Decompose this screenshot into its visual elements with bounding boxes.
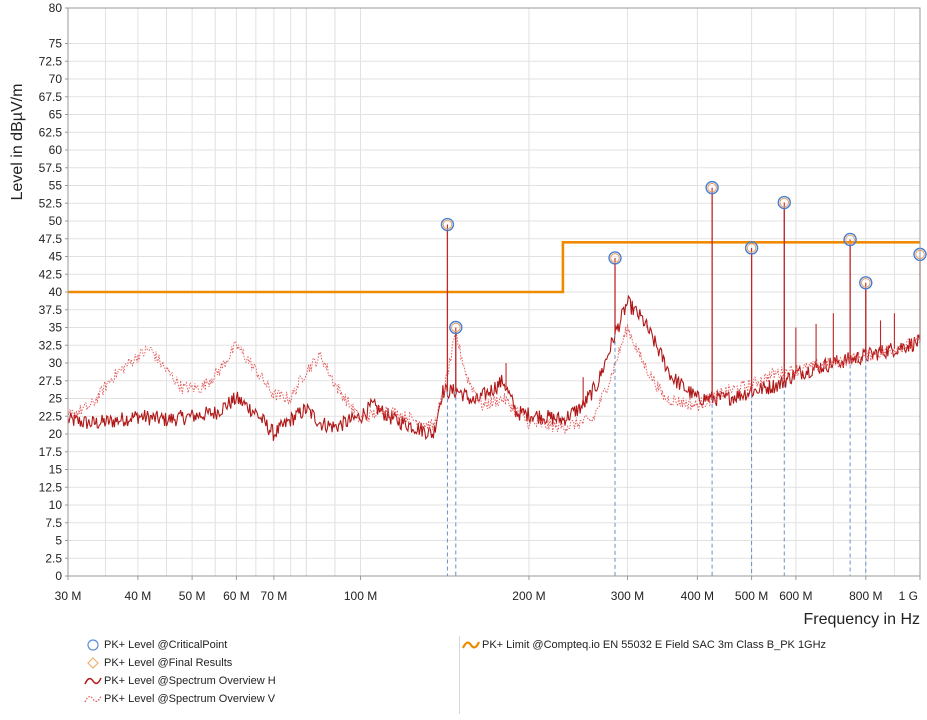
y-tick-label: 55 bbox=[49, 179, 63, 193]
y-tick-label: 12.5 bbox=[39, 480, 63, 494]
legend-item-final-results[interactable]: PK+ Level @Final Results bbox=[84, 654, 232, 672]
critical-point-inner-ring bbox=[610, 253, 620, 263]
y-tick-label: 2.5 bbox=[45, 551, 62, 565]
critical-point-marker[interactable] bbox=[449, 320, 463, 335]
y-tick-label: 32.5 bbox=[39, 338, 63, 352]
circle-marker-icon bbox=[87, 639, 99, 651]
y-tick-label: 75 bbox=[49, 37, 63, 51]
dotted-wave-icon bbox=[84, 695, 102, 703]
critical-point-marker[interactable] bbox=[777, 195, 791, 210]
diamond-marker-icon bbox=[87, 657, 99, 669]
series-spectrum-h bbox=[67, 294, 921, 441]
critical-point-inner-ring bbox=[845, 234, 855, 245]
y-tick-label: 20 bbox=[49, 427, 63, 441]
y-tick-label: 0 bbox=[55, 569, 62, 583]
y-tick-label: 5 bbox=[55, 534, 62, 548]
y-tick-label: 27.5 bbox=[39, 374, 63, 388]
x-tick-label: 600 M bbox=[779, 589, 812, 603]
y-tick-label: 60 bbox=[49, 143, 63, 157]
x-tick-label: 100 M bbox=[344, 589, 377, 603]
x-tick-label: 200 M bbox=[512, 589, 545, 603]
critical-point-marker[interactable] bbox=[843, 232, 857, 247]
y-tick-label: 70 bbox=[49, 72, 63, 86]
y-tick-label: 80 bbox=[49, 1, 63, 15]
y-tick-label: 67.5 bbox=[39, 90, 63, 104]
y-axis-label: Level in dBµV/m bbox=[9, 84, 26, 201]
x-tick-label: 40 M bbox=[125, 589, 152, 603]
y-tick-label: 37.5 bbox=[39, 303, 63, 317]
legend: PK+ Level @CriticalPoint PK+ Level @Fina… bbox=[0, 628, 927, 720]
y-tick-label: 40 bbox=[49, 285, 63, 299]
legend-item-spectrum-v[interactable]: PK+ Level @Spectrum Overview V bbox=[84, 690, 275, 708]
legend-label-limit: PK+ Limit @Compteq.io EN 55032 E Field S… bbox=[482, 639, 827, 651]
x-tick-label: 50 M bbox=[179, 589, 206, 603]
critical-point-marker[interactable] bbox=[744, 241, 759, 255]
orange-wave-icon bbox=[462, 641, 480, 649]
x-tick-label: 300 M bbox=[611, 589, 644, 603]
x-tick-label: 1 G bbox=[899, 589, 918, 603]
critical-point-inner-ring bbox=[860, 277, 871, 288]
x-axis-label: Frequency in Hz bbox=[804, 611, 921, 628]
limit-line bbox=[68, 241, 920, 294]
y-tick-label: 35 bbox=[49, 321, 63, 335]
critical-point-inner-ring bbox=[450, 322, 461, 333]
legend-label-spectrum-v: PK+ Level @Spectrum Overview V bbox=[104, 693, 276, 705]
legend-label-spectrum-h: PK+ Level @Spectrum Overview H bbox=[104, 675, 276, 687]
critical-point-inner-ring bbox=[442, 219, 453, 230]
y-tick-label: 52.5 bbox=[39, 196, 63, 210]
y-tick-label: 65 bbox=[49, 108, 63, 122]
y-tick-label: 17.5 bbox=[39, 445, 63, 459]
series-layer bbox=[67, 187, 921, 441]
x-tick-labels: 30 M 40 M 50 M 60 M 70 M 100 M 200 M 300 M 400 M… bbox=[55, 576, 921, 603]
x-tick-label: 30 M bbox=[55, 589, 82, 603]
legend-item-limit[interactable]: PK+ Limit @Compteq.io EN 55032 E Field S… bbox=[462, 636, 826, 654]
y-tick-label: 50 bbox=[49, 214, 63, 228]
limit-layer bbox=[68, 241, 920, 294]
y-tick-label: 7.5 bbox=[45, 516, 62, 530]
critical-point-inner-ring bbox=[707, 182, 717, 193]
y-tick-label: 47.5 bbox=[39, 232, 63, 246]
y-tick-label: 57.5 bbox=[39, 161, 63, 175]
x-tick-label: 70 M bbox=[261, 589, 288, 603]
y-tick-label: 15 bbox=[49, 463, 63, 477]
y-tick-label: 42.5 bbox=[39, 267, 63, 281]
critical-point-marker[interactable] bbox=[705, 180, 719, 195]
legend-item-spectrum-h[interactable]: PK+ Level @Spectrum Overview H bbox=[84, 672, 276, 690]
solid-wave-icon bbox=[84, 677, 102, 685]
y-tick-label: 22.5 bbox=[39, 409, 63, 423]
legend-label-critical-point: PK+ Level @CriticalPoint bbox=[104, 639, 228, 651]
critical-point-inner-ring bbox=[746, 243, 757, 253]
y-tick-label: 62.5 bbox=[39, 125, 63, 139]
x-tick-label: 400 M bbox=[681, 589, 714, 603]
x-tick-label: 500 M bbox=[735, 589, 768, 603]
series-spectrum-v bbox=[67, 324, 921, 435]
y-tick-label: 10 bbox=[49, 498, 63, 512]
critical-point-layer bbox=[440, 180, 927, 576]
legend-label-final-results: PK+ Level @Final Results bbox=[104, 657, 233, 669]
critical-point-marker[interactable] bbox=[608, 251, 622, 265]
y-tick-label: 72.5 bbox=[39, 54, 63, 68]
y-tick-label: 30 bbox=[49, 356, 63, 370]
x-tick-label: 60 M bbox=[223, 589, 250, 603]
y-tick-label: 25 bbox=[49, 392, 63, 406]
critical-point-marker[interactable] bbox=[440, 217, 455, 232]
legend-divider bbox=[459, 636, 460, 714]
y-tick-label: 45 bbox=[49, 250, 63, 264]
critical-point-marker[interactable] bbox=[859, 276, 873, 290]
emission-chart: 02.557.51012.51517.52022.52527.53032.535… bbox=[9, 1, 927, 628]
x-tick-label: 800 M bbox=[849, 589, 882, 603]
y-tick-labels: 02.557.51012.51517.52022.52527.53032.535… bbox=[39, 1, 68, 583]
critical-point-inner-ring bbox=[779, 197, 790, 208]
legend-item-critical-point[interactable]: PK+ Level @CriticalPoint bbox=[84, 636, 227, 654]
